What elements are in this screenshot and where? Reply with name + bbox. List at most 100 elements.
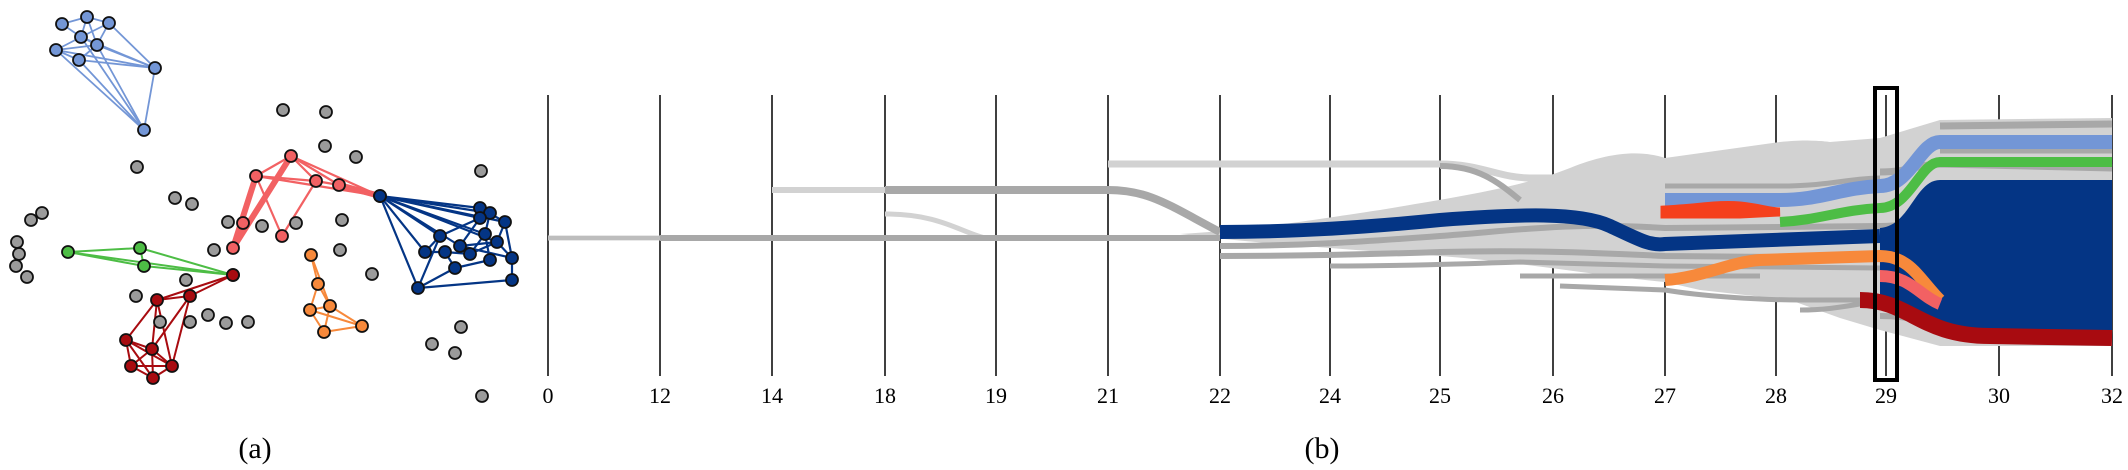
node-gray — [221, 215, 235, 229]
node-gray — [349, 150, 363, 164]
tick-label-26: 26 — [1542, 383, 1564, 408]
network-graph — [9, 10, 519, 403]
node-orange — [317, 325, 331, 339]
flow-gray-spike-28 — [1780, 140, 1880, 162]
caption-b: (b) — [1305, 432, 1340, 465]
node-gray — [12, 247, 26, 261]
node-gray — [318, 139, 332, 153]
edge-blue-light — [80, 36, 145, 131]
flow-green — [1779, 157, 2112, 227]
node-navy — [453, 239, 467, 253]
tick-label-29: 29 — [1875, 383, 1897, 408]
node-gray — [10, 235, 24, 249]
edge-blue-light — [108, 22, 156, 69]
node-orange — [311, 277, 325, 291]
flow-orange — [1664, 249, 1945, 305]
node-gray — [35, 206, 49, 220]
flow-red-light — [1879, 270, 1943, 310]
network-nodes — [9, 10, 519, 403]
edge-red-light — [289, 154, 341, 187]
node-dark-red — [183, 289, 197, 303]
tick-label-14: 14 — [761, 383, 783, 408]
node-gray — [255, 219, 269, 233]
node-gray — [24, 213, 38, 227]
node-navy — [478, 227, 492, 241]
node-dark-red — [124, 359, 138, 373]
node-navy — [473, 211, 487, 225]
node-gray — [475, 389, 489, 403]
node-gray — [241, 315, 255, 329]
flow-gray-25 — [1439, 163, 1522, 203]
node-dark-red — [119, 333, 133, 347]
tick-label-24: 24 — [1319, 383, 1341, 408]
node-gray — [168, 191, 182, 205]
node-gray — [185, 197, 199, 211]
node-orange — [303, 303, 317, 317]
node-gray — [474, 164, 488, 178]
tick-label-12: 12 — [649, 383, 671, 408]
node-blue-light — [102, 16, 116, 30]
node-gray — [365, 267, 379, 281]
node-gray — [319, 105, 333, 119]
node-blue-light — [80, 10, 94, 24]
node-navy — [490, 235, 504, 249]
node-blue-light — [74, 30, 88, 44]
flow-gray-branch-18 — [884, 211, 986, 241]
tick-label-32: 32 — [2101, 383, 2123, 408]
edge-red-light — [254, 174, 284, 238]
node-gray — [201, 308, 215, 322]
edge-dark-red — [171, 295, 191, 367]
node-orange — [355, 319, 369, 333]
edge-blue-light — [96, 44, 156, 69]
node-red-light — [284, 149, 298, 163]
tick-label-21: 21 — [1097, 383, 1119, 408]
edge-red-light — [280, 179, 318, 238]
node-navy — [411, 281, 425, 295]
node-blue-light — [55, 17, 69, 31]
node-navy — [483, 253, 497, 267]
tick-label-27: 27 — [1654, 383, 1676, 408]
edge-blue-light — [78, 59, 156, 69]
tick-label-19: 19 — [985, 383, 1007, 408]
flow-gray-top — [1108, 160, 1600, 182]
node-green — [137, 259, 151, 273]
node-green — [61, 245, 75, 259]
flow-gray-top-30a — [1939, 120, 2113, 130]
node-red-light — [275, 229, 289, 243]
node-gray — [335, 213, 349, 227]
node-navy — [373, 189, 387, 203]
flow-red-orange — [1660, 200, 1781, 219]
tick-label-25: 25 — [1429, 383, 1451, 408]
edge-navy — [416, 266, 457, 290]
edge-navy — [438, 216, 482, 238]
node-green — [133, 241, 147, 255]
node-orange — [304, 248, 318, 262]
storyline-flows — [548, 118, 2113, 346]
node-navy — [498, 215, 512, 229]
node-blue-light — [49, 43, 63, 57]
edge-dark-red — [151, 295, 191, 350]
node-navy — [448, 261, 462, 275]
edge-blue-light — [143, 67, 156, 131]
highlight-box-29 — [1873, 86, 1899, 382]
edge-red-light — [230, 153, 294, 251]
caption-a: (a) — [238, 432, 271, 465]
node-gray — [130, 160, 144, 174]
node-dark-red — [226, 268, 240, 282]
edge-dark-red — [156, 274, 234, 301]
node-red-light — [236, 216, 250, 230]
flow-gray-top-28 — [1665, 175, 1881, 189]
node-navy — [505, 273, 519, 287]
edge-dark-red — [125, 299, 158, 341]
edge-navy — [416, 278, 514, 290]
flow-blue-light — [1665, 135, 2112, 207]
node-blue-light — [72, 53, 86, 67]
node-red-light — [332, 178, 346, 192]
edge-navy — [378, 194, 499, 244]
flow-navy — [1219, 208, 1881, 252]
node-gray — [219, 316, 233, 330]
node-blue-light — [148, 61, 162, 75]
node-gray — [276, 103, 290, 117]
edge-dark-red — [189, 274, 234, 297]
